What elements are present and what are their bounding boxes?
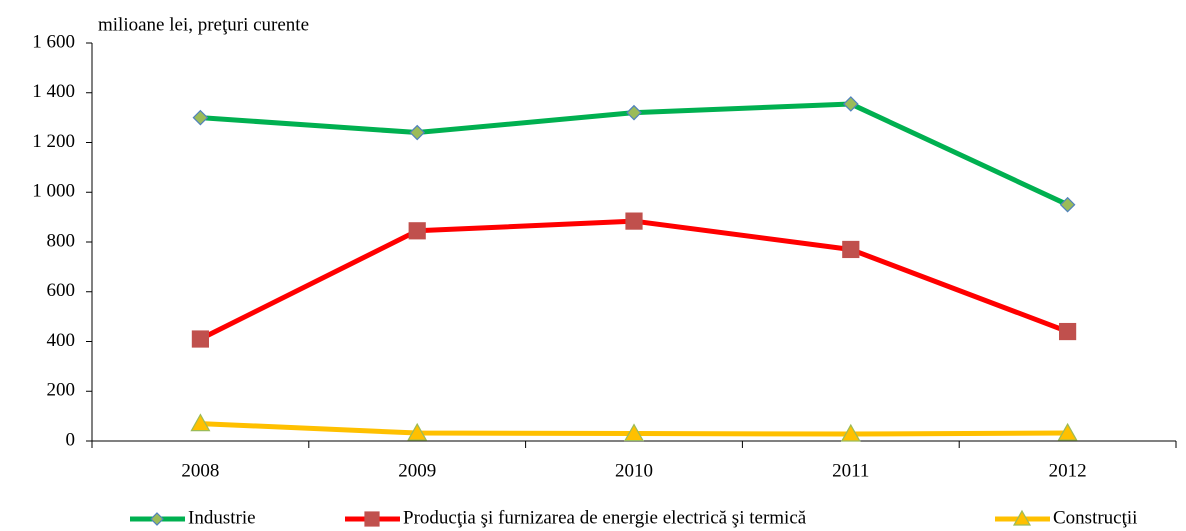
data-point [626, 104, 642, 121]
legend-marker [1012, 509, 1032, 526]
data-point [842, 96, 859, 112]
y-tick-label: 0 [66, 429, 76, 450]
data-point [625, 212, 643, 230]
x-tick-label: 2011 [832, 460, 869, 481]
y-tick-label: 1 000 [32, 181, 75, 202]
data-point [408, 222, 426, 240]
data-point [192, 109, 209, 126]
y-tick-label: 600 [47, 280, 76, 301]
y-tick-label: 800 [47, 230, 76, 251]
data-point [190, 413, 211, 432]
legend-label: Construcţii [1053, 507, 1137, 528]
y-axis-label: milioane lei, preţuri curente [98, 14, 309, 35]
legend-label: Producţia şi furnizarea de energie elect… [403, 507, 807, 528]
legend-marker [364, 511, 380, 527]
y-tick-label: 1 600 [32, 31, 75, 52]
x-tick-label: 2010 [615, 460, 653, 481]
data-point [407, 422, 428, 441]
data-point [623, 423, 645, 442]
y-tick-label: 1 200 [32, 131, 75, 152]
x-tick-label: 2008 [181, 460, 219, 481]
y-tick-label: 200 [47, 380, 76, 401]
y-tick-label: 1 400 [32, 81, 75, 102]
x-tick-label: 2012 [1049, 460, 1087, 481]
data-point [1059, 196, 1076, 213]
data-point [409, 124, 426, 141]
legend-marker [150, 512, 164, 526]
y-tick-label: 400 [47, 330, 76, 351]
data-point [840, 423, 861, 442]
data-point [1057, 422, 1078, 441]
data-point [1058, 322, 1077, 341]
data-point [191, 330, 209, 348]
data-point [842, 240, 860, 259]
legend-label: Industrie [188, 507, 256, 528]
x-tick-label: 2009 [398, 460, 436, 481]
series-line [199, 218, 1069, 342]
